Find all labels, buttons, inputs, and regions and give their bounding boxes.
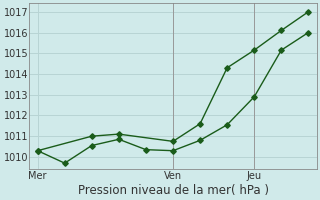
X-axis label: Pression niveau de la mer( hPa ): Pression niveau de la mer( hPa ) [77,184,268,197]
